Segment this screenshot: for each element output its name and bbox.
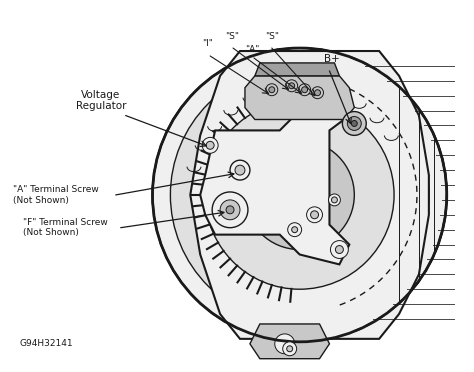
Text: "S": "S"	[265, 32, 279, 41]
Circle shape	[212, 192, 248, 228]
Circle shape	[266, 84, 278, 96]
Circle shape	[287, 346, 292, 352]
Circle shape	[205, 101, 394, 289]
Polygon shape	[200, 101, 349, 264]
Text: Voltage
Regulator: Voltage Regulator	[75, 90, 126, 112]
Polygon shape	[190, 51, 429, 339]
Circle shape	[342, 112, 366, 135]
Text: "I": "I"	[202, 39, 213, 48]
Circle shape	[292, 227, 298, 232]
Polygon shape	[255, 63, 339, 76]
Circle shape	[230, 160, 250, 180]
Text: G94H32141: G94H32141	[19, 339, 73, 348]
Circle shape	[288, 223, 301, 237]
Circle shape	[269, 87, 275, 93]
Text: "A" Terminal Screw
(Not Shown): "A" Terminal Screw (Not Shown)	[13, 185, 99, 205]
Circle shape	[328, 194, 340, 206]
Circle shape	[283, 342, 297, 356]
Text: "A": "A"	[245, 45, 259, 54]
Circle shape	[220, 200, 240, 220]
Text: B+: B+	[325, 54, 340, 64]
Circle shape	[206, 141, 214, 149]
Circle shape	[170, 66, 429, 324]
Circle shape	[351, 121, 357, 126]
Circle shape	[272, 167, 328, 223]
Circle shape	[330, 241, 348, 259]
Circle shape	[336, 246, 343, 253]
Circle shape	[202, 137, 218, 153]
Circle shape	[311, 87, 323, 99]
Circle shape	[235, 165, 245, 175]
Circle shape	[290, 185, 310, 205]
Polygon shape	[250, 324, 329, 359]
Circle shape	[226, 206, 234, 214]
Circle shape	[245, 140, 354, 250]
Circle shape	[310, 211, 319, 219]
Circle shape	[347, 116, 361, 131]
Circle shape	[301, 87, 308, 93]
Circle shape	[289, 83, 295, 89]
Text: "F" Terminal Screw
(Not Shown): "F" Terminal Screw (Not Shown)	[23, 218, 108, 237]
Circle shape	[275, 334, 295, 354]
Circle shape	[153, 48, 447, 342]
Circle shape	[331, 197, 337, 203]
Text: "S": "S"	[225, 32, 239, 41]
Polygon shape	[245, 76, 354, 119]
Circle shape	[307, 207, 322, 223]
Circle shape	[286, 80, 298, 92]
Circle shape	[299, 84, 310, 96]
Circle shape	[315, 90, 320, 96]
